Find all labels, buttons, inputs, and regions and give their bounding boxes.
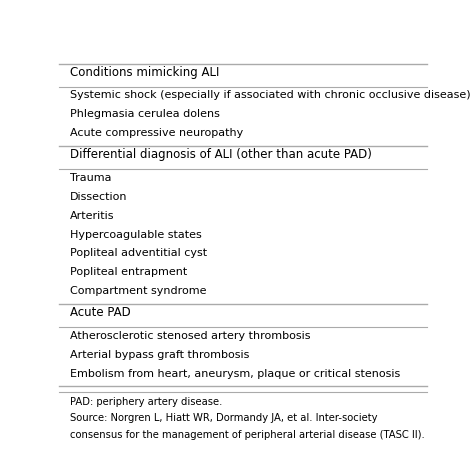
- Text: Compartment syndrome: Compartment syndrome: [70, 286, 207, 296]
- Text: Trauma: Trauma: [70, 173, 112, 182]
- Text: Acute PAD: Acute PAD: [70, 306, 131, 319]
- Text: Atherosclerotic stenosed artery thrombosis: Atherosclerotic stenosed artery thrombos…: [70, 331, 311, 341]
- Text: PAD: periphery artery disease.: PAD: periphery artery disease.: [70, 397, 223, 407]
- Text: Arteritis: Arteritis: [70, 210, 115, 220]
- Text: Systemic shock (especially if associated with chronic occlusive disease): Systemic shock (especially if associated…: [70, 91, 471, 100]
- Text: Phlegmasia cerulea dolens: Phlegmasia cerulea dolens: [70, 109, 220, 119]
- Text: Embolism from heart, aneurysm, plaque or critical stenosis: Embolism from heart, aneurysm, plaque or…: [70, 369, 401, 379]
- Text: Popliteal adventitial cyst: Popliteal adventitial cyst: [70, 248, 208, 258]
- Text: Differential diagnosis of ALI (other than acute PAD): Differential diagnosis of ALI (other tha…: [70, 148, 372, 161]
- Text: Dissection: Dissection: [70, 191, 128, 201]
- Text: Conditions mimicking ALI: Conditions mimicking ALI: [70, 65, 219, 79]
- Text: Source: Norgren L, Hiatt WR, Dormandy JA, et al. Inter-society: Source: Norgren L, Hiatt WR, Dormandy JA…: [70, 413, 378, 423]
- Text: consensus for the management of peripheral arterial disease (TASC II).: consensus for the management of peripher…: [70, 430, 425, 440]
- Text: Arterial bypass graft thrombosis: Arterial bypass graft thrombosis: [70, 350, 250, 360]
- Text: Hypercoagulable states: Hypercoagulable states: [70, 229, 202, 239]
- Text: Popliteal entrapment: Popliteal entrapment: [70, 267, 188, 277]
- Text: Acute compressive neuropathy: Acute compressive neuropathy: [70, 128, 244, 138]
